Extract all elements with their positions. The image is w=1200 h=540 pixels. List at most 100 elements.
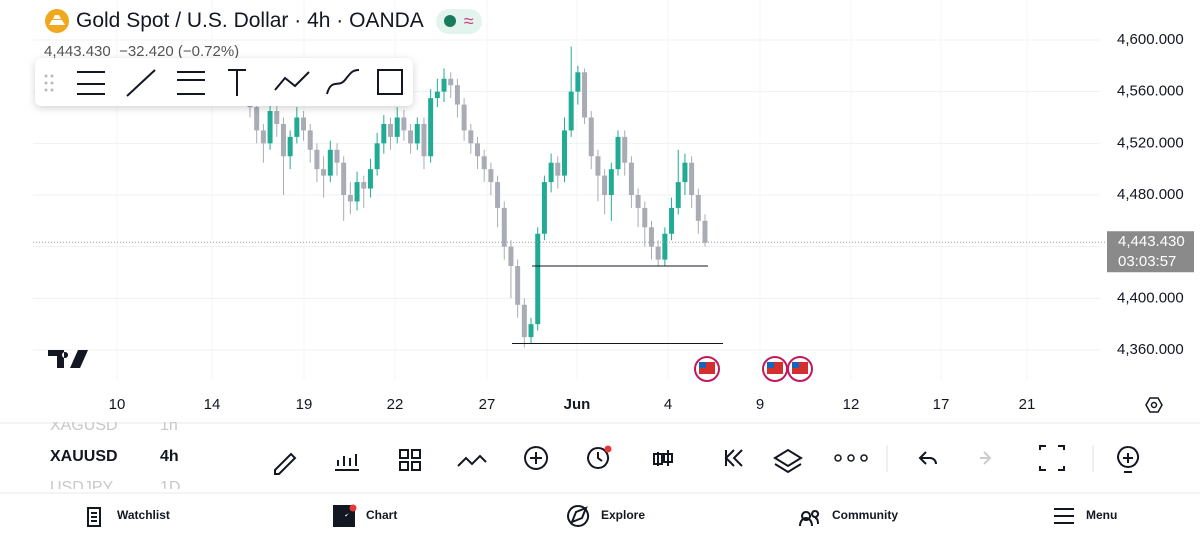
candle-body [568, 91, 574, 131]
toolbar-icon[interactable] [335, 454, 359, 471]
tool-trendline[interactable] [126, 69, 156, 97]
candle-body [367, 169, 373, 189]
x-tick-label: 27 [479, 396, 496, 413]
x-tick-label: 19 [296, 396, 313, 413]
drawing-tools [44, 69, 403, 97]
ticker[interactable]: USDJPY [50, 479, 114, 496]
candle-body [528, 324, 534, 338]
price-tag-label: 4,443.430 [1118, 233, 1185, 250]
toolbar-icon[interactable] [1117, 446, 1140, 473]
candle-body [642, 207, 648, 228]
candle-body [461, 104, 467, 131]
tool-rect[interactable] [377, 69, 403, 95]
toolbar-icon[interactable] [1039, 445, 1065, 471]
nav-item[interactable]: Chart [366, 508, 398, 522]
candle-body [327, 149, 333, 176]
candle-body [675, 182, 681, 208]
y-tick-label: 4,520.000 [1117, 134, 1184, 151]
nav-item[interactable]: Watchlist [117, 508, 170, 522]
candle-body [267, 111, 273, 144]
ticker[interactable]: XAUUSD [50, 448, 118, 465]
candle-body [508, 246, 514, 267]
x-tick-label: 14 [204, 396, 221, 413]
nav-icon [567, 505, 590, 527]
toolbar-icon[interactable] [653, 450, 673, 466]
candle-body [689, 162, 695, 195]
alert-dot [604, 445, 612, 453]
toolbar-icon[interactable] [587, 447, 610, 469]
y-tick-label: 4,360.000 [1117, 341, 1184, 358]
toolbar-icon[interactable] [457, 454, 487, 467]
ticker[interactable]: XAGUSD [50, 417, 118, 434]
candle-body [254, 107, 260, 131]
tool-long[interactable] [77, 71, 105, 95]
change: −32.420 (−0.72%) [119, 43, 240, 60]
nav-item[interactable]: Explore [601, 508, 646, 522]
candle-body [454, 85, 460, 105]
more-dot [847, 454, 855, 462]
price: 4,443.430 [44, 43, 111, 60]
candle-body [341, 162, 347, 195]
price-tag [1107, 231, 1194, 273]
candle-body [441, 78, 447, 92]
toolbar-icon[interactable] [524, 446, 549, 470]
candle-body [662, 233, 668, 260]
candle-body [321, 169, 327, 176]
candle-body [414, 123, 420, 144]
candle-body [274, 111, 280, 124]
interval[interactable]: 1D [160, 479, 181, 496]
event-flag-canton [699, 362, 706, 368]
candle-body [421, 123, 427, 157]
candle-body [615, 136, 621, 170]
candle-body [635, 195, 641, 208]
nav-item[interactable]: Menu [1086, 508, 1118, 522]
tool-short[interactable] [177, 71, 205, 95]
nav-item[interactable]: Community [832, 508, 898, 522]
event-flag-canton [792, 362, 799, 368]
y-tick-label: 4,480.000 [1117, 186, 1184, 203]
candle-body [655, 246, 661, 260]
y-tick-label: 4,600.000 [1117, 31, 1184, 48]
candle-body [628, 162, 634, 195]
candle-body [361, 182, 367, 189]
toolbar-icon[interactable] [918, 451, 937, 465]
candle-body [394, 117, 400, 137]
interval[interactable]: 4h [160, 448, 179, 465]
candle-body [575, 72, 581, 92]
candle-body [501, 207, 507, 247]
y-tick-label: 4,560.000 [1117, 83, 1184, 100]
toolbar-icon[interactable] [773, 448, 803, 474]
candle-body [408, 130, 414, 144]
candle-body [682, 162, 688, 183]
nav-icon [1054, 508, 1074, 524]
x-tick-label: 10 [109, 396, 126, 413]
drawing-toolbar [35, 58, 413, 106]
symbol-title: Gold Spot / U.S. Dollar · 4h · OANDA [76, 9, 424, 32]
toolbar-icon[interactable] [399, 449, 421, 471]
tool-path[interactable] [274, 71, 310, 91]
candle-body [401, 117, 407, 131]
x-tick-label: 21 [1019, 396, 1036, 413]
candle-body [301, 117, 307, 131]
candle-body [588, 117, 594, 157]
candle-body [555, 162, 561, 176]
interval[interactable]: 1h [160, 417, 178, 434]
countdown: 03:03:57 [1118, 253, 1176, 270]
candle-body [347, 195, 353, 202]
tool-curve[interactable] [326, 69, 360, 95]
settings-icon-dot [1150, 401, 1158, 409]
candle-body [669, 207, 675, 234]
candle-body [468, 130, 474, 144]
status-pill[interactable]: ≈ [435, 8, 482, 34]
candle-body [515, 266, 521, 305]
nav-icon [333, 505, 355, 527]
candle-body [608, 169, 614, 195]
tool-text[interactable] [228, 69, 246, 96]
candle-body [521, 304, 527, 338]
candle-body [535, 233, 541, 325]
wave-icon: ≈ [463, 10, 474, 31]
toolbar-icon[interactable] [724, 449, 743, 467]
candle-body [702, 220, 708, 243]
toolbar-icon[interactable] [274, 452, 297, 475]
